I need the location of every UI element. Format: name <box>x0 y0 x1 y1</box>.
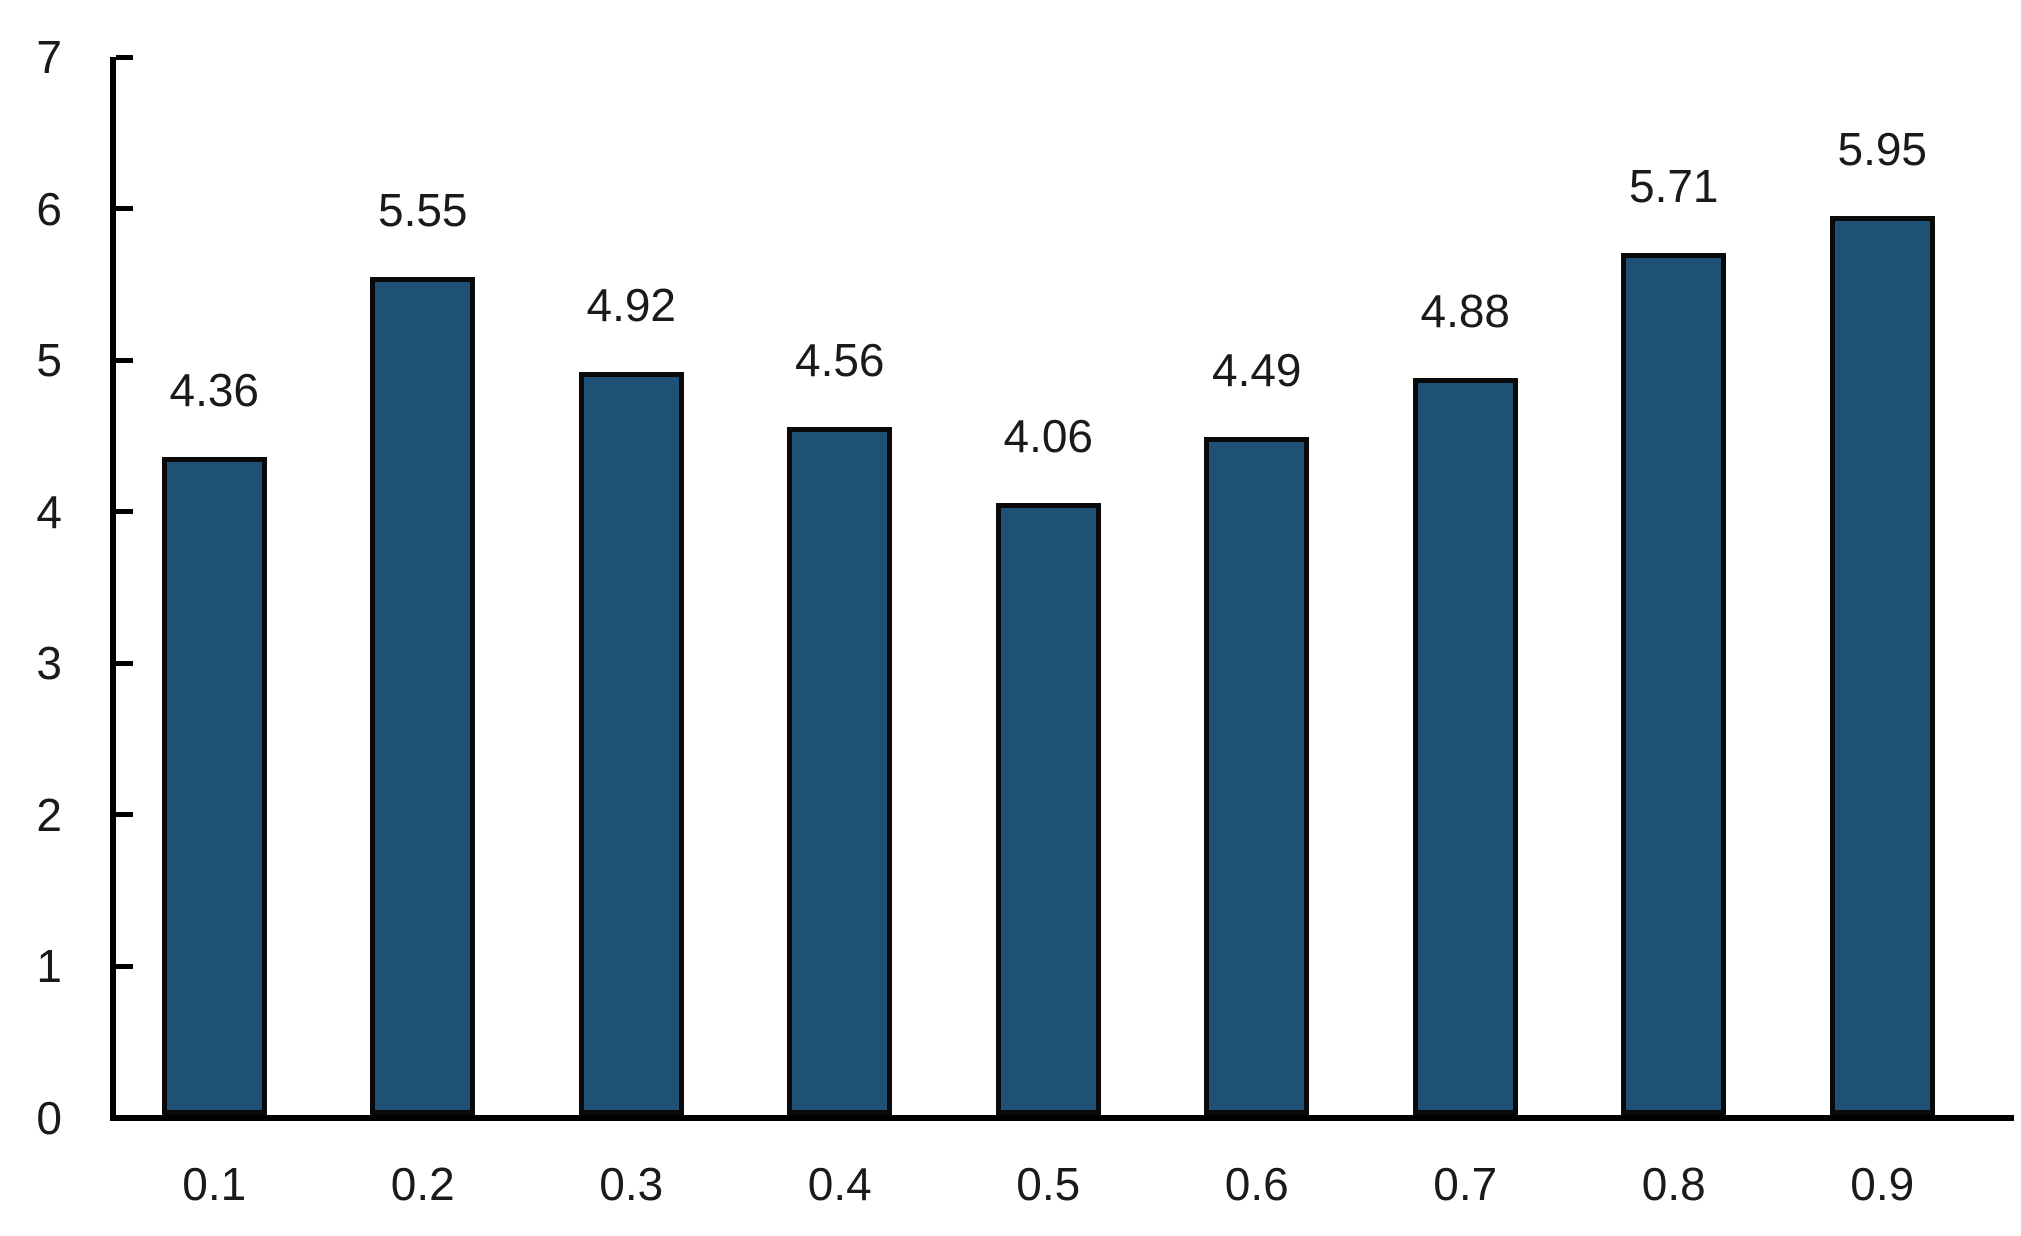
x-axis-category-label: 0.9 <box>1850 1158 1915 1210</box>
y-axis-tick <box>116 660 133 666</box>
y-axis-tick <box>116 812 133 818</box>
bar-value-label: 4.92 <box>586 279 677 332</box>
x-axis-category-label: 0.7 <box>1433 1158 1498 1210</box>
y-axis-tick-label: 0 <box>36 1092 62 1144</box>
y-axis-tick <box>116 509 133 515</box>
y-axis-tick-label: 3 <box>36 637 62 690</box>
bar-value-label: 4.56 <box>794 333 885 386</box>
x-axis-line <box>110 1115 2014 1121</box>
y-axis-tick-label: 5 <box>36 334 62 387</box>
y-axis-tick-label: 6 <box>36 182 62 235</box>
x-axis-category-label: 0.1 <box>182 1158 247 1210</box>
bar <box>370 276 476 1115</box>
bar-value-label: 5.71 <box>1628 159 1719 212</box>
bar <box>1204 437 1310 1115</box>
bar <box>1829 216 1935 1115</box>
x-axis-category-label: 0.4 <box>807 1158 872 1210</box>
y-axis-tick-label: 1 <box>36 940 62 993</box>
bar <box>1412 378 1518 1115</box>
x-axis-category-label: 0.8 <box>1641 1158 1706 1210</box>
y-axis-tick <box>116 357 133 363</box>
bar-value-label: 4.36 <box>169 364 260 417</box>
bar <box>161 457 267 1115</box>
y-axis-tick-label: 2 <box>36 788 62 841</box>
bar <box>578 372 684 1115</box>
bar <box>787 426 893 1115</box>
y-axis-line <box>110 57 116 1121</box>
bar-value-label: 4.49 <box>1211 344 1302 397</box>
y-axis-tick <box>116 963 133 969</box>
x-axis-category-label: 0.5 <box>1016 1158 1081 1210</box>
y-axis-tick-label: 4 <box>36 485 62 538</box>
y-axis-tick <box>116 206 133 212</box>
y-axis-tick <box>116 54 133 60</box>
bar-value-label: 5.55 <box>377 183 468 236</box>
bar-value-label: 5.95 <box>1837 123 1928 176</box>
x-axis-category-label: 0.2 <box>390 1158 455 1210</box>
y-axis-tick-label: 7 <box>36 31 62 83</box>
bar <box>995 502 1101 1115</box>
bar-value-label: 4.06 <box>1003 409 1094 462</box>
bar-value-label: 4.88 <box>1420 285 1511 338</box>
x-axis-category-label: 0.3 <box>599 1158 664 1210</box>
x-axis-category-label: 0.6 <box>1224 1158 1289 1210</box>
bar <box>1621 252 1727 1115</box>
